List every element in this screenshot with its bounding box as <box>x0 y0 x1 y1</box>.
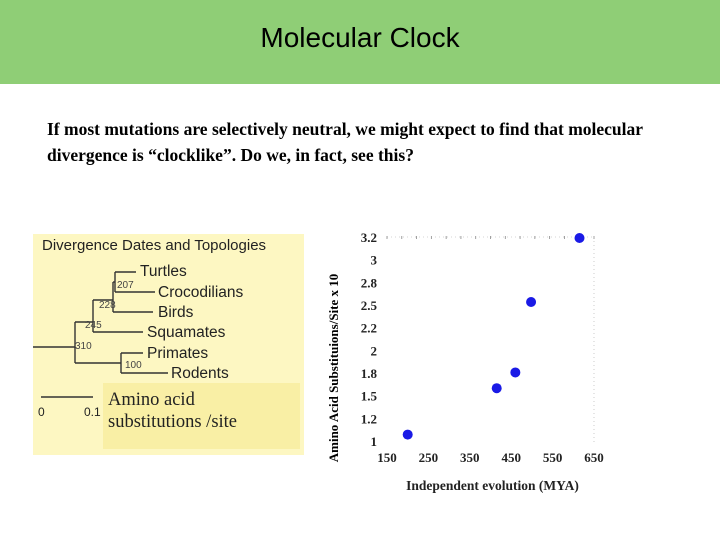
y-tick-label: 3 <box>371 253 378 268</box>
x-tick-label: 150 <box>377 450 397 465</box>
x-tick-label: 550 <box>543 450 563 465</box>
y-tick-label: 3.2 <box>361 230 377 245</box>
legend-line-2: substitutions /site <box>108 412 238 432</box>
x-tick-label: 350 <box>460 450 480 465</box>
slide-title: Molecular Clock <box>260 22 460 53</box>
taxon-rodents: Rodents <box>171 365 229 382</box>
y-axis-label: Amino Acid Substituions/Site x 10 <box>326 274 341 463</box>
y-tick-label: 2.8 <box>361 275 378 290</box>
node-label-207: 207 <box>117 280 134 291</box>
scale-start: 0 <box>38 405 45 419</box>
y-tick-label: 1 <box>371 434 378 449</box>
y-tick-label: 2 <box>371 343 378 358</box>
intro-text: If most mutations are selectively neutra… <box>47 119 643 165</box>
data-point <box>402 429 413 440</box>
y-tick-label: 1.5 <box>361 389 378 404</box>
data-point <box>526 296 537 307</box>
scale-legend: Amino acid substitutions /site <box>103 383 300 449</box>
y-tick-label: 2.2 <box>361 321 377 336</box>
title-bar: Molecular Clock <box>0 0 720 84</box>
x-tick-label: 650 <box>584 450 604 465</box>
x-axis-label: Independent evolution (MYA) <box>406 478 579 493</box>
taxon-birds: Birds <box>158 304 194 321</box>
phylogeny-figure: Divergence Dates and Topologies Turtles … <box>33 234 304 455</box>
data-point <box>491 383 502 394</box>
legend-line-1: Amino acid <box>108 390 195 410</box>
y-tick-label: 1.2 <box>361 411 377 426</box>
data-point <box>510 367 521 378</box>
node-label-100: 100 <box>125 360 142 371</box>
taxon-squamates: Squamates <box>147 324 226 341</box>
y-tick-label: 1.8 <box>361 366 378 381</box>
taxon-primates: Primates <box>147 345 209 362</box>
x-tick-label: 250 <box>419 450 439 465</box>
y-tick-label: 2.5 <box>361 298 378 313</box>
data-point <box>574 233 585 243</box>
scale-end: 0.1 <box>84 405 101 419</box>
tree-branches <box>33 271 168 398</box>
taxon-turtles: Turtles <box>140 263 187 280</box>
node-label-228: 228 <box>99 300 116 311</box>
taxon-crocodilians: Crocodilians <box>158 284 244 301</box>
tree-title: Divergence Dates and Topologies <box>42 237 267 254</box>
scatter-chart: 1 1.2 1.5 1.8 2 2.2 2.5 2.8 3 3.2 150 250 350 450 550 6… <box>326 230 604 493</box>
node-label-310: 310 <box>75 341 92 352</box>
node-label-245: 245 <box>85 320 102 331</box>
x-tick-label: 450 <box>501 450 521 465</box>
